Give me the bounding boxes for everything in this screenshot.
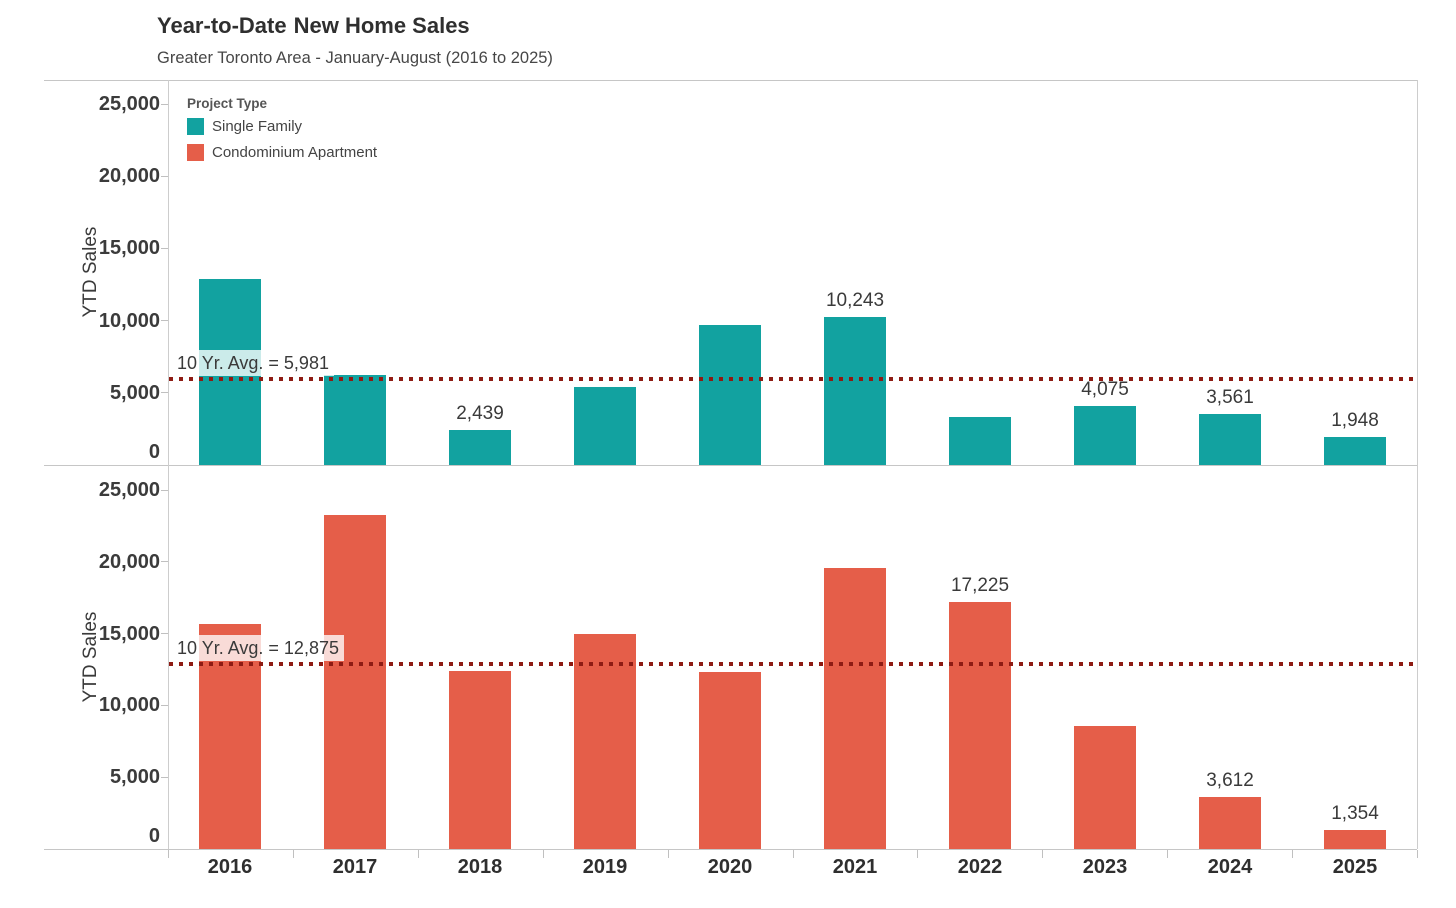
bar[interactable] [824, 568, 886, 849]
y-axis-tick-label: 0 [148, 825, 160, 847]
pane-border [44, 80, 1417, 81]
bar[interactable] [449, 430, 511, 465]
x-axis-tick [418, 850, 419, 858]
bar[interactable] [1324, 437, 1386, 465]
bar[interactable] [699, 325, 761, 465]
x-axis-tick [1417, 850, 1418, 858]
bar[interactable] [949, 602, 1011, 849]
pane-border [44, 465, 1417, 466]
y-axis-tick [161, 704, 168, 706]
legend-item-single-family[interactable]: Single Family [187, 118, 377, 135]
x-axis-category-label: 2021 [832, 856, 878, 878]
x-axis-tick [917, 850, 918, 858]
y-axis-tick [161, 776, 168, 778]
bar-value-label: 1,354 [1331, 803, 1379, 824]
y-axis-tick [161, 489, 168, 491]
y-axis-tick-label: 10,000 [98, 309, 160, 332]
bar-value-label: 2,439 [456, 403, 504, 424]
bar-value-label: 3,561 [1206, 387, 1254, 408]
bar[interactable] [1074, 726, 1136, 849]
bar[interactable] [324, 515, 386, 849]
single-family-swatch-icon [187, 118, 204, 135]
legend-item-label: Single Family [212, 118, 303, 135]
bar[interactable] [574, 634, 636, 849]
y-axis-tick-label: 20,000 [98, 165, 160, 188]
bar[interactable] [1074, 406, 1136, 465]
bar[interactable] [699, 672, 761, 849]
pane-border [44, 849, 1417, 850]
bar-value-label: 1,948 [1331, 410, 1379, 431]
y-axis-tick [161, 320, 168, 322]
x-axis-tick [668, 850, 669, 858]
x-axis-category-label: 2020 [707, 856, 753, 878]
y-axis-tick [161, 392, 168, 394]
title-rest: New Home Sales [293, 13, 470, 38]
pane-right-border [1417, 80, 1418, 849]
bar-value-label: 4,075 [1081, 379, 1129, 400]
x-axis-tick [1292, 850, 1293, 858]
x-axis-tick [1167, 850, 1168, 858]
bar[interactable] [824, 317, 886, 465]
x-axis-category-label: 2022 [957, 856, 1003, 878]
legend-item-label: Condominium Apartment [212, 144, 378, 161]
bar[interactable] [324, 375, 386, 465]
y-axis-tick [161, 175, 168, 177]
bar[interactable] [1324, 830, 1386, 849]
y-axis-line [168, 80, 169, 849]
x-axis-category-label: 2016 [207, 856, 253, 878]
x-axis-tick [1042, 850, 1043, 858]
x-axis-category-label: 2025 [1332, 856, 1378, 878]
x-axis-category-label: 2019 [582, 856, 628, 878]
bar-value-label: 3,612 [1206, 770, 1254, 791]
legend: Project Type Single Family Condominium A… [187, 96, 377, 170]
title-emphasis: Year-to-Date [157, 13, 287, 38]
bar-value-label: 10,243 [825, 290, 885, 311]
y-axis-tick-label: 5,000 [109, 766, 160, 789]
bar[interactable] [949, 417, 1011, 465]
legend-title: Project Type [187, 96, 268, 111]
y-axis-tick-label: 20,000 [98, 550, 160, 573]
page-title: Year-to-Date New Home Sales [157, 13, 470, 39]
average-reference-line-label: 10 Yr. Avg. = 12,875 [172, 635, 344, 661]
x-axis-category-label: 2018 [457, 856, 503, 878]
bar[interactable] [1199, 797, 1261, 849]
x-axis-tick [543, 850, 544, 858]
average-reference-line [169, 377, 1416, 381]
x-axis-tick [293, 850, 294, 858]
average-reference-line-label: 10 Yr. Avg. = 5,981 [172, 350, 334, 376]
y-axis-tick [161, 633, 168, 635]
y-axis-tick-label: 5,000 [109, 381, 160, 404]
bar[interactable] [1199, 414, 1261, 465]
y-axis-title: YTD Sales [80, 226, 101, 317]
y-axis-tick-label: 0 [148, 441, 160, 463]
y-axis-tick-label: 15,000 [98, 237, 160, 260]
condominium-apartment-swatch-icon [187, 144, 204, 161]
y-axis-tick [161, 561, 168, 563]
y-axis-tick [161, 247, 168, 249]
x-axis-tick [168, 850, 169, 858]
x-axis-category-label: 2023 [1082, 856, 1128, 878]
bar[interactable] [199, 624, 261, 849]
page-subtitle: Greater Toronto Area - January-August (2… [157, 49, 553, 67]
bar-value-label: 17,225 [950, 575, 1010, 596]
y-axis-tick-label: 25,000 [98, 479, 160, 501]
bar[interactable] [449, 671, 511, 849]
legend-item-condominium-apartment[interactable]: Condominium Apartment [187, 144, 377, 161]
x-axis-tick [793, 850, 794, 858]
x-axis-category-label: 2017 [332, 856, 378, 878]
x-axis-category-label: 2024 [1207, 856, 1253, 878]
y-axis-tick-label: 10,000 [98, 694, 160, 717]
bar[interactable] [574, 387, 636, 465]
y-axis-tick [161, 103, 168, 105]
y-axis-title: YTD Sales [80, 611, 101, 702]
y-axis-tick-label: 25,000 [98, 93, 160, 115]
average-reference-line [169, 662, 1416, 666]
y-axis-tick-label: 15,000 [98, 622, 160, 645]
